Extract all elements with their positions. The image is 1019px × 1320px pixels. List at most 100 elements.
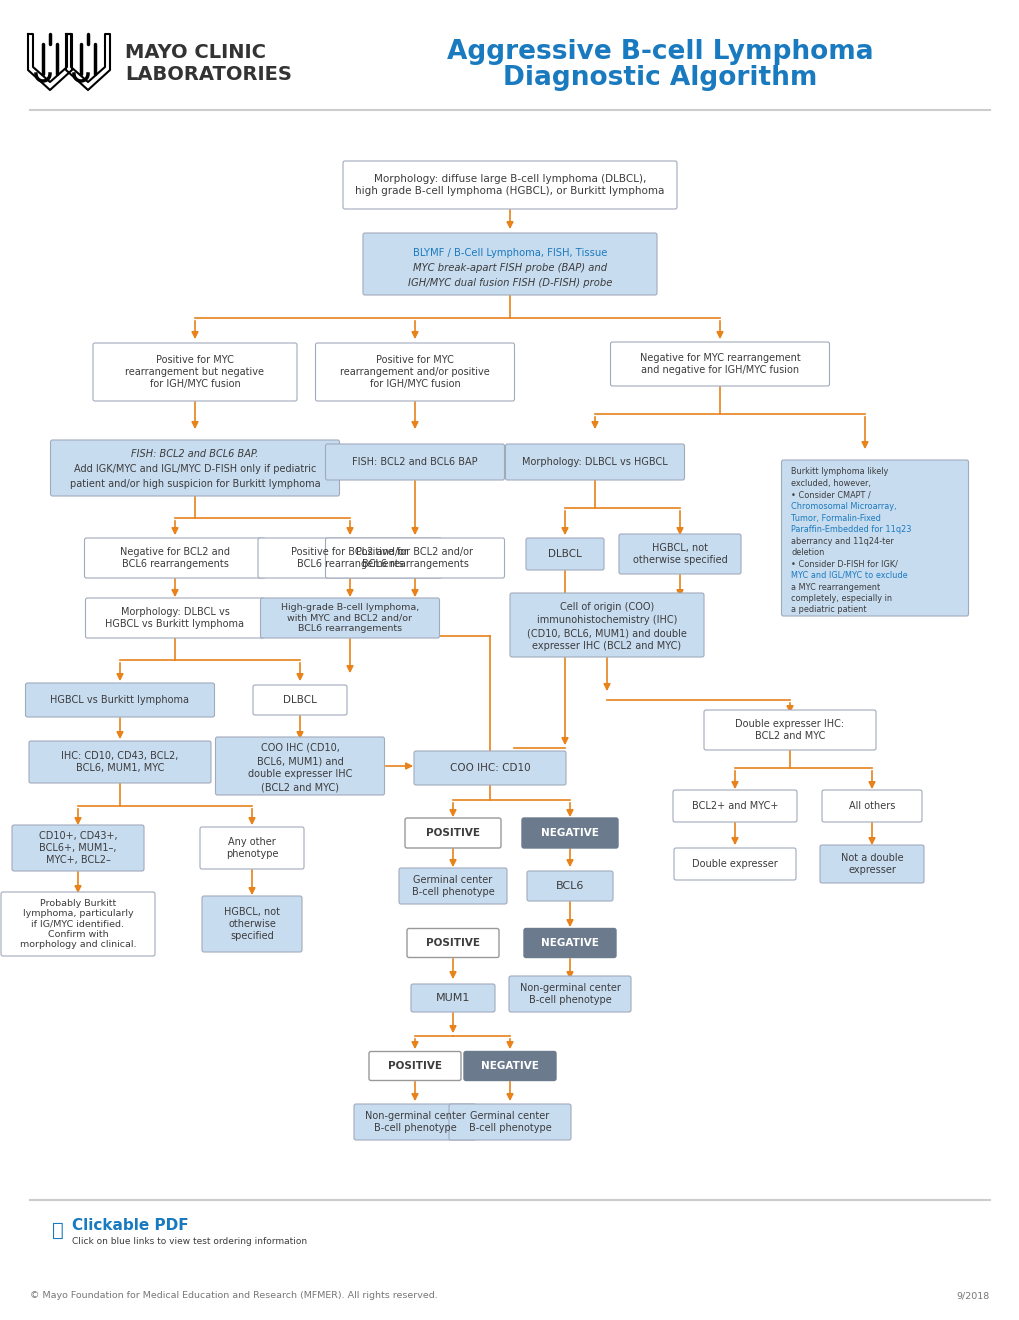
FancyBboxPatch shape <box>522 818 618 847</box>
Text: Morphology: diffuse large B-cell lymphoma (DLBCL),
high grade B-cell lymphoma (H: Morphology: diffuse large B-cell lymphom… <box>355 174 664 195</box>
Text: Positive for MYC
rearrangement but negative
for IGH/MYC fusion: Positive for MYC rearrangement but negat… <box>125 355 264 388</box>
FancyBboxPatch shape <box>619 535 740 574</box>
Text: Add IGK/MYC and IGL/MYC D-FISH only if pediatric: Add IGK/MYC and IGL/MYC D-FISH only if p… <box>73 465 316 474</box>
Text: NEGATIVE: NEGATIVE <box>540 828 598 838</box>
Text: Morphology: DLBCL vs HGBCL: Morphology: DLBCL vs HGBCL <box>522 457 667 467</box>
Text: (CD10, BCL6, MUM1) and double: (CD10, BCL6, MUM1) and double <box>527 628 686 638</box>
Text: Cell of origin (COO): Cell of origin (COO) <box>559 602 653 612</box>
Text: NEGATIVE: NEGATIVE <box>481 1061 538 1071</box>
FancyBboxPatch shape <box>325 539 504 578</box>
FancyBboxPatch shape <box>363 234 656 294</box>
Text: Diagnostic Algorithm: Diagnostic Algorithm <box>502 65 816 91</box>
Text: HGBCL, not
otherwise specified: HGBCL, not otherwise specified <box>632 544 727 565</box>
Text: COO IHC (CD10,: COO IHC (CD10, <box>260 743 339 752</box>
Text: MYC and IGL/MYC to exclude: MYC and IGL/MYC to exclude <box>791 572 907 579</box>
FancyBboxPatch shape <box>86 598 264 638</box>
FancyBboxPatch shape <box>610 342 828 385</box>
Text: Non-germinal center
B-cell phenotype: Non-germinal center B-cell phenotype <box>364 1111 465 1133</box>
Text: expresser IHC (BCL2 and MYC): expresser IHC (BCL2 and MYC) <box>532 642 681 651</box>
FancyBboxPatch shape <box>29 741 211 783</box>
Text: Not a double
expresser: Not a double expresser <box>840 853 903 875</box>
Text: completely, especially in: completely, especially in <box>791 594 892 603</box>
Text: HGBCL vs Burkitt lymphoma: HGBCL vs Burkitt lymphoma <box>51 696 190 705</box>
Text: excluded, however,: excluded, however, <box>791 479 870 488</box>
Text: POSITIVE: POSITIVE <box>426 828 480 838</box>
Text: aberrancy and 11q24-ter: aberrancy and 11q24-ter <box>791 536 894 545</box>
FancyBboxPatch shape <box>526 539 603 570</box>
Text: Clickable PDF: Clickable PDF <box>72 1218 189 1233</box>
FancyBboxPatch shape <box>464 1052 555 1081</box>
Text: IGH/MYC dual fusion FISH (D-FISH) probe: IGH/MYC dual fusion FISH (D-FISH) probe <box>408 279 611 288</box>
Text: 9/2018: 9/2018 <box>956 1291 989 1300</box>
FancyBboxPatch shape <box>411 983 494 1012</box>
Text: Paraffin-Embedded for 11q23: Paraffin-Embedded for 11q23 <box>791 525 911 535</box>
Text: BCL2+ and MYC+: BCL2+ and MYC+ <box>691 801 777 810</box>
FancyBboxPatch shape <box>398 869 506 904</box>
Text: a pediatric patient: a pediatric patient <box>791 606 866 615</box>
Text: MAYO CLINIC: MAYO CLINIC <box>125 42 266 62</box>
Text: deletion: deletion <box>791 548 824 557</box>
Text: immunohistochemistry (IHC): immunohistochemistry (IHC) <box>536 615 677 624</box>
Text: Chromosomal Microarray,: Chromosomal Microarray, <box>791 502 897 511</box>
Text: Double expresser: Double expresser <box>692 859 777 869</box>
FancyBboxPatch shape <box>93 343 297 401</box>
Text: Double expresser IHC:
BCL2 and MYC: Double expresser IHC: BCL2 and MYC <box>735 719 844 741</box>
Text: High-grade B-cell lymphoma,
with MYC and BCL2 and/or
BCL6 rearrangements: High-grade B-cell lymphoma, with MYC and… <box>280 603 419 632</box>
FancyBboxPatch shape <box>508 975 631 1012</box>
Text: Any other
phenotype: Any other phenotype <box>225 837 278 859</box>
FancyBboxPatch shape <box>505 444 684 480</box>
FancyBboxPatch shape <box>448 1104 571 1140</box>
Text: patient and/or high suspicion for Burkitt lymphoma: patient and/or high suspicion for Burkit… <box>69 479 320 488</box>
FancyBboxPatch shape <box>781 459 968 616</box>
FancyBboxPatch shape <box>510 593 703 657</box>
Text: DLBCL: DLBCL <box>283 696 317 705</box>
FancyBboxPatch shape <box>414 751 566 785</box>
FancyBboxPatch shape <box>325 444 504 480</box>
FancyBboxPatch shape <box>51 440 339 496</box>
Text: CD10+, CD43+,
BCL6+, MUM1–,
MYC+, BCL2–: CD10+, CD43+, BCL6+, MUM1–, MYC+, BCL2– <box>39 832 117 865</box>
FancyBboxPatch shape <box>369 1052 461 1081</box>
FancyBboxPatch shape <box>202 896 302 952</box>
FancyBboxPatch shape <box>1 892 155 956</box>
Text: NEGATIVE: NEGATIVE <box>540 939 598 948</box>
FancyBboxPatch shape <box>253 685 346 715</box>
FancyBboxPatch shape <box>260 598 439 638</box>
FancyBboxPatch shape <box>25 682 214 717</box>
Text: COO IHC: CD10: COO IHC: CD10 <box>449 763 530 774</box>
Text: Click on blue links to view test ordering information: Click on blue links to view test orderin… <box>72 1238 307 1246</box>
Text: Positive for BCL2 and/or
BCL6 rearrangements: Positive for BCL2 and/or BCL6 rearrangem… <box>291 548 408 569</box>
FancyBboxPatch shape <box>342 161 677 209</box>
FancyBboxPatch shape <box>673 789 796 822</box>
Text: Positive for BCL2 and/or
BCL6 rearrangements: Positive for BCL2 and/or BCL6 rearrangem… <box>357 548 473 569</box>
Text: LABORATORIES: LABORATORIES <box>125 65 291 83</box>
Text: Morphology: DLBCL vs
HGBCL vs Burkitt lymphoma: Morphology: DLBCL vs HGBCL vs Burkitt ly… <box>105 607 245 628</box>
Text: HGBCL, not
otherwise
specified: HGBCL, not otherwise specified <box>224 907 280 941</box>
Text: BLYMF / B-Cell Lymphoma, FISH, Tissue: BLYMF / B-Cell Lymphoma, FISH, Tissue <box>413 248 606 257</box>
Text: IHC: CD10, CD43, BCL2,
BCL6, MUM1, MYC: IHC: CD10, CD43, BCL2, BCL6, MUM1, MYC <box>61 751 178 772</box>
FancyBboxPatch shape <box>12 825 144 871</box>
FancyBboxPatch shape <box>258 539 441 578</box>
Text: Negative for BCL2 and
BCL6 rearrangements: Negative for BCL2 and BCL6 rearrangement… <box>120 548 229 569</box>
FancyBboxPatch shape <box>407 928 498 957</box>
Text: a MYC rearrangement: a MYC rearrangement <box>791 582 879 591</box>
Text: DLBCL: DLBCL <box>547 549 582 558</box>
FancyBboxPatch shape <box>405 818 500 847</box>
Text: FISH: BCL2 and BCL6 BAP: FISH: BCL2 and BCL6 BAP <box>352 457 477 467</box>
Text: Germinal center
B-cell phenotype: Germinal center B-cell phenotype <box>412 875 494 896</box>
Text: Tumor, Formalin-Fixed: Tumor, Formalin-Fixed <box>791 513 880 523</box>
Text: double expresser IHC: double expresser IHC <box>248 770 352 779</box>
Text: • Consider CMAPT /: • Consider CMAPT / <box>791 491 870 499</box>
FancyBboxPatch shape <box>674 847 795 880</box>
Text: Negative for MYC rearrangement
and negative for IGH/MYC fusion: Negative for MYC rearrangement and negat… <box>639 354 800 375</box>
Text: MYC break-apart FISH probe (BAP) and: MYC break-apart FISH probe (BAP) and <box>413 263 606 273</box>
Text: © Mayo Foundation for Medical Education and Research (MFMER). All rights reserve: © Mayo Foundation for Medical Education … <box>30 1291 437 1300</box>
FancyBboxPatch shape <box>200 828 304 869</box>
Text: BCL6: BCL6 <box>555 880 584 891</box>
Text: (BCL2 and MYC): (BCL2 and MYC) <box>261 781 338 792</box>
Text: Burkitt lymphoma likely: Burkitt lymphoma likely <box>791 467 888 477</box>
Text: Germinal center
B-cell phenotype: Germinal center B-cell phenotype <box>468 1111 551 1133</box>
FancyBboxPatch shape <box>85 539 265 578</box>
FancyBboxPatch shape <box>215 737 384 795</box>
Text: Aggressive B-cell Lymphoma: Aggressive B-cell Lymphoma <box>446 40 872 65</box>
FancyBboxPatch shape <box>315 343 514 401</box>
